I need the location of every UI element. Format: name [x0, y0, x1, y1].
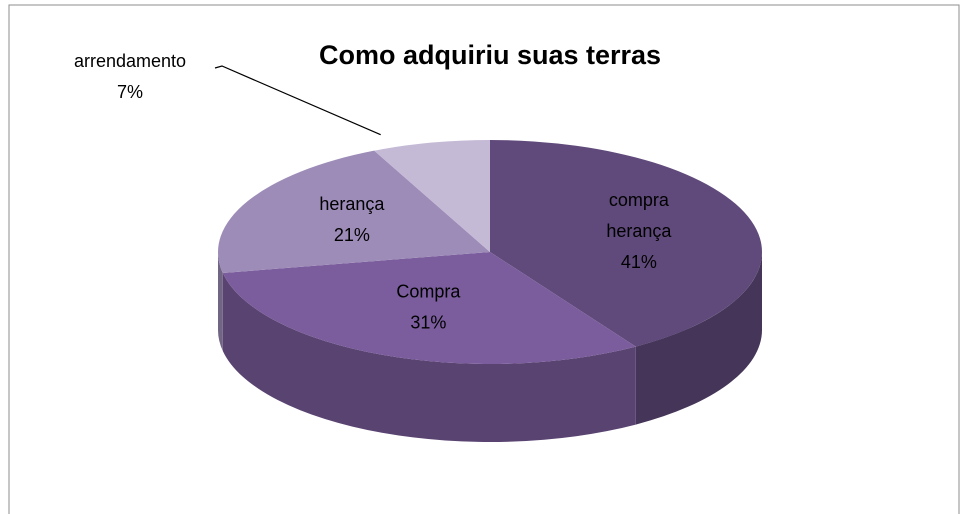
pie-slice [218, 150, 490, 273]
chart-title: Como adquiriu suas terras [319, 40, 661, 70]
leader-line [214, 65, 381, 136]
value-label: 41% [621, 252, 657, 272]
value-label: 31% [410, 312, 446, 332]
slice-label: arrendamento [74, 51, 186, 71]
slice-label: compra herança [606, 190, 672, 241]
pie-side [222, 272, 636, 442]
pie-slice [490, 140, 763, 347]
value-label: 7% [117, 82, 143, 102]
pie-slice [222, 252, 636, 364]
slice-label-line: compra [609, 190, 670, 210]
pie-slice [374, 140, 490, 252]
value-label: 21% [334, 225, 370, 245]
pie-side [635, 252, 762, 425]
slice-label-line: herança [606, 221, 672, 241]
slice-label: Compra [396, 281, 461, 301]
slice-label: herança [319, 194, 385, 214]
pie-side [218, 252, 223, 351]
